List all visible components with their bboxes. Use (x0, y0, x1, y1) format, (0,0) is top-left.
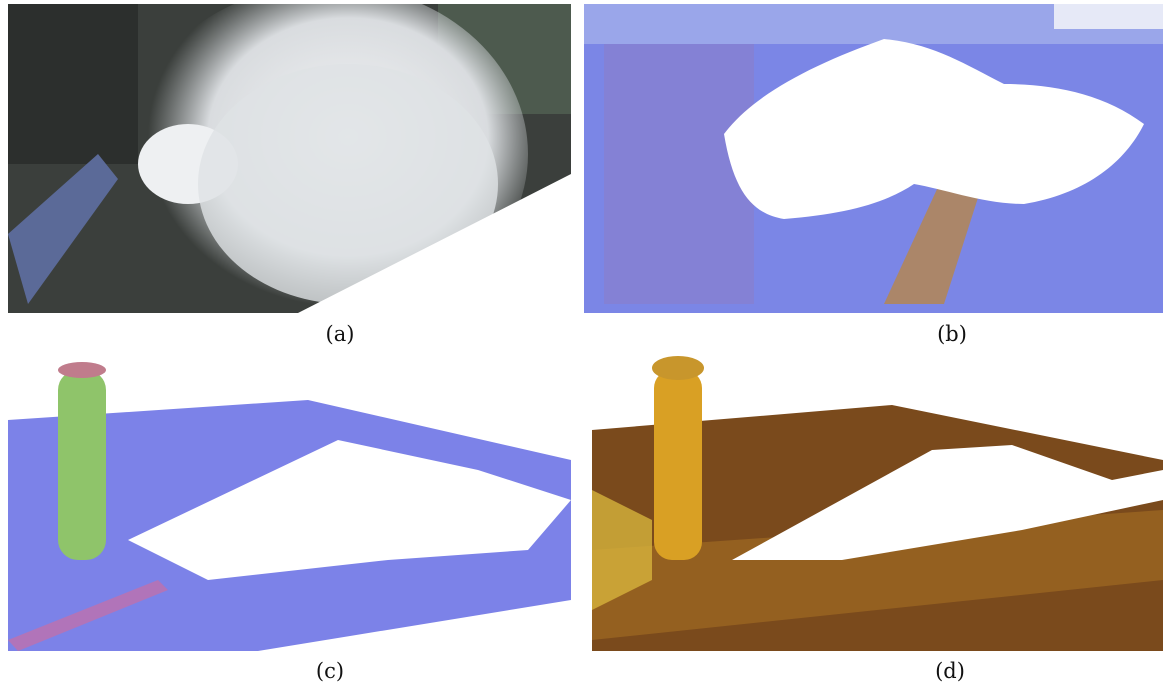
figure: (a) (b) (c) (d) (0, 0, 1168, 691)
panel-image (8, 4, 571, 313)
caption: (c) (290, 659, 370, 683)
caption: (b) (912, 322, 992, 346)
panel-image (592, 350, 1163, 651)
caption: (a) (300, 322, 380, 346)
panel-image (584, 4, 1163, 313)
caption: (d) (910, 659, 990, 683)
panel-image (8, 350, 571, 651)
